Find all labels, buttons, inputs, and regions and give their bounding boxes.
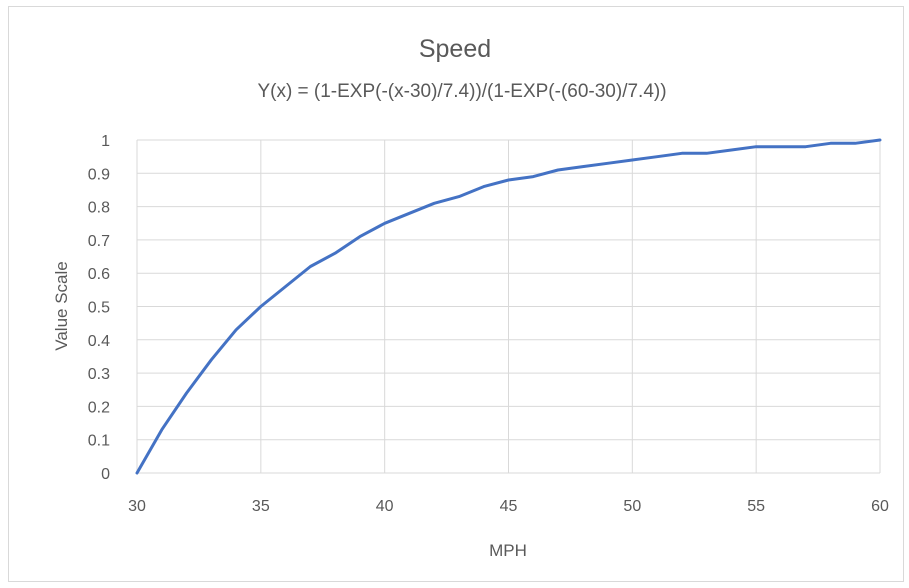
chart-frame bbox=[8, 6, 904, 582]
x-tick-label: 30 bbox=[128, 498, 146, 515]
y-tick-label: 0.4 bbox=[88, 333, 110, 350]
series-group bbox=[135, 138, 882, 475]
y-axis-title: Value Scale bbox=[52, 261, 71, 350]
x-tick-label: 50 bbox=[623, 498, 641, 515]
y-tick-label: 0.6 bbox=[88, 266, 110, 283]
x-axis-ticks: 30 35 40 45 50 55 60 bbox=[128, 498, 889, 515]
series-line bbox=[135, 138, 882, 475]
gridlines bbox=[136, 139, 881, 474]
x-tick-label: 35 bbox=[252, 498, 270, 515]
y-tick-label: 0.7 bbox=[88, 233, 110, 250]
y-tick-label: 0.9 bbox=[88, 166, 110, 183]
x-tick-label: 40 bbox=[376, 498, 394, 515]
chart-subtitle: Y(x) = (1-EXP(-(x-30)/7.4))/(1-EXP(-(60-… bbox=[257, 81, 666, 102]
y-tick-label: 0.3 bbox=[88, 366, 110, 383]
y-tick-label: 0.1 bbox=[88, 433, 110, 450]
x-tick-label: 60 bbox=[871, 498, 889, 515]
y-tick-label: 1 bbox=[101, 133, 110, 150]
y-tick-label: 0.2 bbox=[88, 399, 110, 416]
chart-title: Speed bbox=[419, 35, 491, 63]
y-tick-label: 0 bbox=[101, 466, 110, 483]
y-axis-ticks: 0 0.1 0.2 0.3 0.4 0.5 0.6 0.7 0.8 0.9 1 bbox=[88, 133, 110, 483]
x-axis-title: MPH bbox=[489, 541, 527, 560]
x-tick-label: 55 bbox=[747, 498, 765, 515]
x-tick-label: 45 bbox=[500, 498, 518, 515]
y-tick-label: 0.5 bbox=[88, 300, 110, 317]
y-tick-label: 0.8 bbox=[88, 200, 110, 217]
